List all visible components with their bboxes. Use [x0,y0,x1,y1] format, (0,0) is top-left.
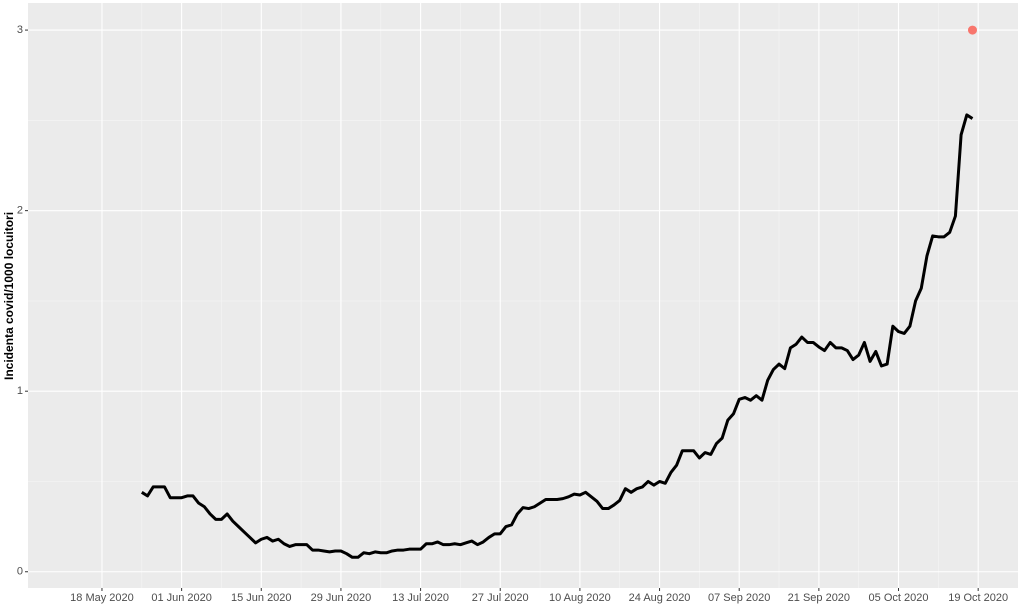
x-tick-label: 24 Aug 2020 [629,592,691,604]
highlight-point [967,25,977,35]
y-axis-label: Incidenta covid/1000 locuitori [2,212,16,380]
x-tick-label: 13 Jul 2020 [392,592,449,604]
x-tick-label: 15 Jun 2020 [231,592,292,604]
y-tick-label: 0 [17,566,23,578]
x-tick-label: 29 Jun 2020 [311,592,372,604]
line [140,113,974,559]
x-tick-label: 27 Jul 2020 [472,592,529,604]
x-tick-label: 21 Sep 2020 [788,592,850,604]
x-tick-label: 01 Jun 2020 [151,592,212,604]
x-tick-label: 05 Oct 2020 [869,592,929,604]
x-tick-label: 19 Oct 2020 [948,592,1008,604]
y-tick-label: 1 [17,385,23,397]
x-tick-label: 18 May 2020 [70,592,134,604]
y-tick-label: 3 [17,24,23,36]
x-tick-label: 07 Sep 2020 [708,592,770,604]
x-tick-label: 10 Aug 2020 [549,592,611,604]
y-tick-label: 2 [17,205,23,217]
panel [28,3,1018,588]
